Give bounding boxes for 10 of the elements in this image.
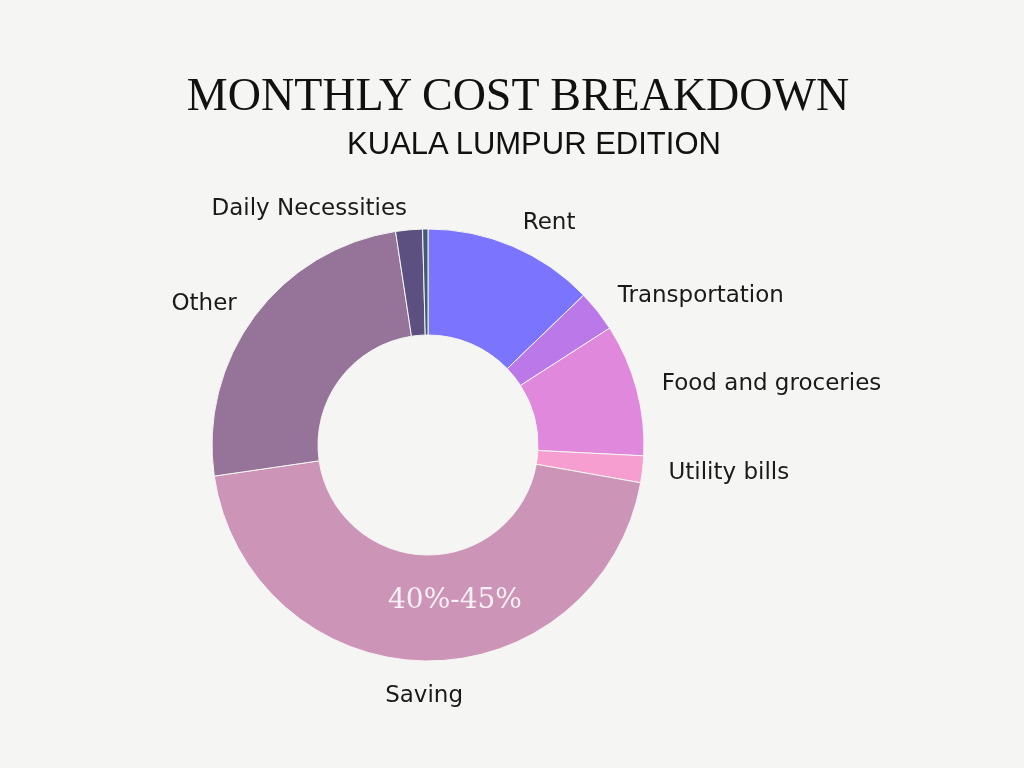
text: 40%-45% bbox=[388, 582, 522, 615]
slice-label: Saving bbox=[385, 680, 464, 707]
slice-label: Food and groceries bbox=[661, 368, 882, 395]
slice-label: Utility bills bbox=[668, 458, 790, 485]
chart-subtitle: KUALA LUMPUR EDITION bbox=[347, 126, 721, 161]
chart-title: MONTHLY COST BREAKDOWN bbox=[186, 69, 850, 120]
slice-label: Rent bbox=[522, 208, 576, 235]
slice-label: Transportation bbox=[616, 280, 784, 307]
slice-label: Other bbox=[171, 289, 238, 316]
slice-label: Daily Necessities bbox=[211, 193, 408, 220]
